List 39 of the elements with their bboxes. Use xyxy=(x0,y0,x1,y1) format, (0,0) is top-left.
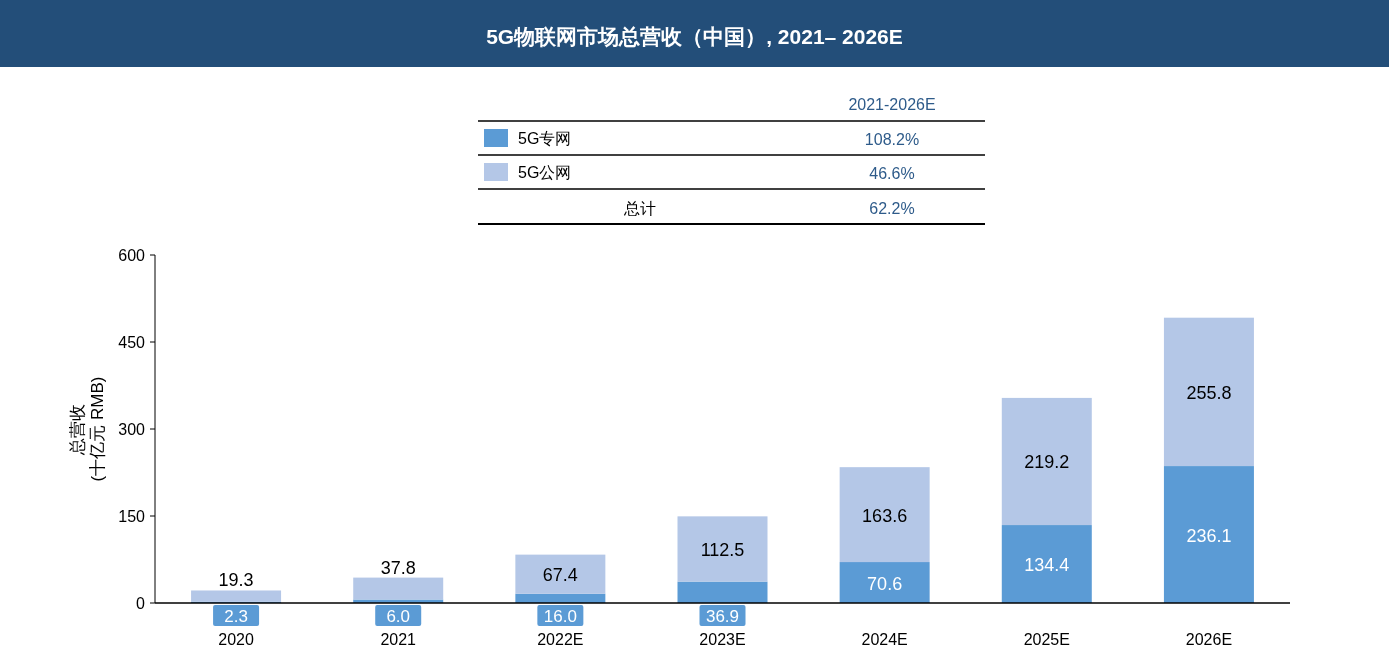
legend-label: 5G公网 xyxy=(518,164,572,181)
y-tick-label: 150 xyxy=(118,508,146,525)
text: 108.2% xyxy=(864,131,920,148)
label: 255.8 xyxy=(1186,382,1232,403)
label: 70.6 xyxy=(867,573,903,594)
label: 219.2 xyxy=(1024,452,1070,473)
x-tick-label: 2023E xyxy=(699,631,746,648)
chart-title: 5G物联网市场总营收（中国）, 2021– 2026E xyxy=(486,25,903,48)
label: 112.5 xyxy=(700,539,745,560)
text: 总计 xyxy=(623,200,656,217)
label: 16.0 xyxy=(537,605,584,626)
x-tick-label: 2024E xyxy=(861,631,908,648)
x-tick-label: 2025E xyxy=(1023,631,1070,648)
legend-label: 5G专网 xyxy=(518,130,572,147)
label: 36.9 xyxy=(699,605,746,626)
x-tick-label: 2026E xyxy=(1185,631,1233,648)
y-tick-label: 600 xyxy=(118,247,146,264)
data-label: 36.9 xyxy=(705,607,740,626)
y-tick-label: 450 xyxy=(118,334,146,351)
data-label: 16.0 xyxy=(543,607,577,626)
data-label: 6.0 xyxy=(386,607,411,626)
y-axis-title: 总营收 (十亿元 RMB) xyxy=(68,376,107,482)
x-tick-label: 2022E xyxy=(537,631,584,648)
label: 19.3 xyxy=(218,570,254,591)
y-tick-label: 0 xyxy=(136,595,146,612)
label: 2.3 xyxy=(213,605,260,626)
label: 163.6 xyxy=(862,505,908,526)
label: 6.0 xyxy=(375,605,422,626)
x-tick-label: 2020 xyxy=(218,631,254,648)
data-label: 2.3 xyxy=(224,607,248,626)
label: 37.8 xyxy=(380,557,416,578)
label: 236.1 xyxy=(1186,525,1232,546)
text: 62.2% xyxy=(869,200,915,217)
label: 134.4 xyxy=(1024,555,1070,575)
text: 2021-2026E xyxy=(848,96,936,113)
y-tick-label: 300 xyxy=(118,421,146,438)
text: 46.6% xyxy=(869,165,915,182)
x-tick-label: 2021 xyxy=(380,631,417,648)
label: 67.4 xyxy=(542,565,578,586)
